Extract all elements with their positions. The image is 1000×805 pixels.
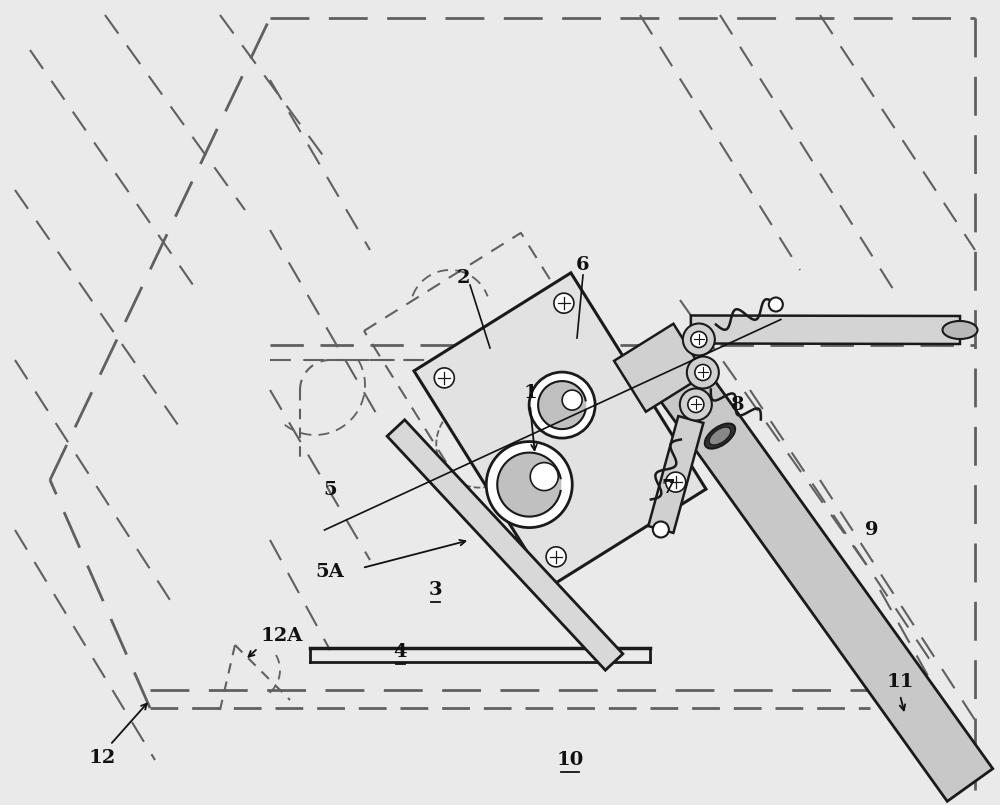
- Circle shape: [434, 368, 454, 388]
- Text: 12: 12: [88, 749, 116, 767]
- Text: 6: 6: [576, 256, 590, 274]
- Polygon shape: [614, 324, 705, 411]
- Circle shape: [653, 522, 669, 538]
- Circle shape: [691, 332, 707, 348]
- Circle shape: [688, 397, 704, 412]
- Circle shape: [769, 298, 783, 312]
- Text: 9: 9: [865, 521, 879, 539]
- Circle shape: [562, 390, 582, 410]
- Circle shape: [680, 389, 712, 420]
- Text: 7: 7: [661, 479, 675, 497]
- Polygon shape: [691, 316, 960, 344]
- Circle shape: [683, 324, 715, 356]
- Text: 10: 10: [556, 751, 584, 769]
- Circle shape: [695, 365, 711, 381]
- Polygon shape: [387, 419, 623, 671]
- Circle shape: [530, 463, 558, 490]
- Circle shape: [529, 372, 595, 438]
- Text: 12A: 12A: [261, 627, 303, 645]
- Ellipse shape: [943, 321, 977, 339]
- Circle shape: [486, 442, 572, 527]
- Text: 4: 4: [393, 643, 407, 661]
- Ellipse shape: [709, 427, 731, 445]
- Circle shape: [666, 472, 686, 492]
- Text: 3: 3: [428, 581, 442, 599]
- Circle shape: [546, 547, 566, 567]
- Text: 5: 5: [323, 481, 337, 499]
- Ellipse shape: [705, 423, 735, 448]
- Text: 5A: 5A: [316, 563, 344, 581]
- Circle shape: [687, 357, 719, 389]
- Text: 1: 1: [523, 384, 537, 402]
- Text: 11: 11: [886, 673, 914, 691]
- Polygon shape: [497, 452, 561, 517]
- Polygon shape: [653, 358, 993, 801]
- Text: 2: 2: [456, 269, 470, 287]
- Text: 8: 8: [731, 396, 745, 414]
- Polygon shape: [648, 416, 703, 533]
- Circle shape: [554, 293, 574, 313]
- Polygon shape: [538, 381, 586, 429]
- Polygon shape: [414, 273, 706, 587]
